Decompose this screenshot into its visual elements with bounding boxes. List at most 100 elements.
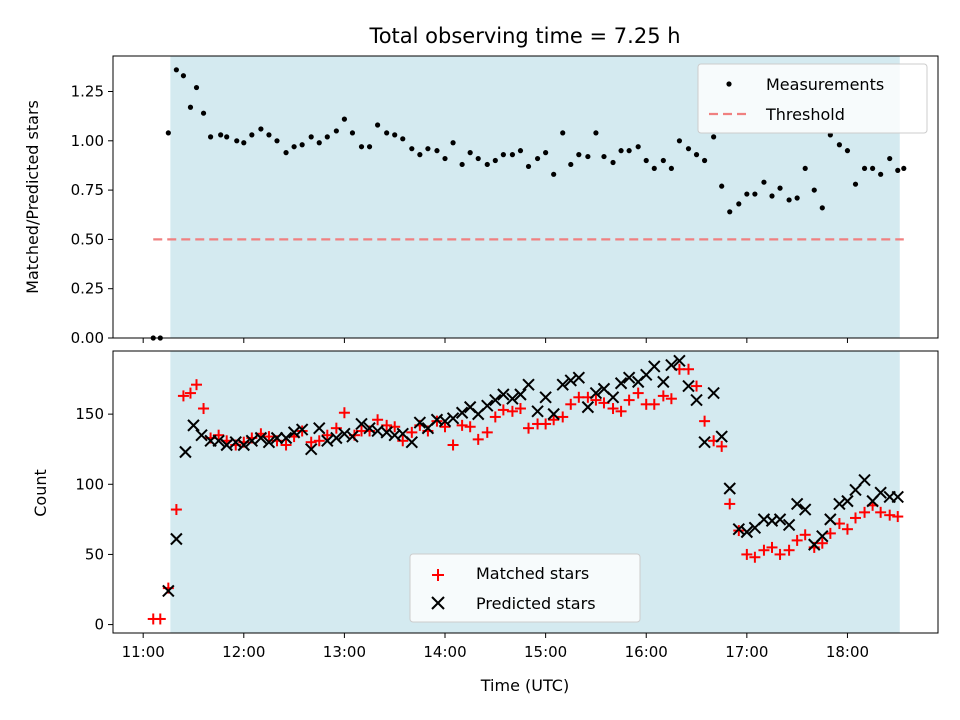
measurement-point bbox=[786, 197, 792, 203]
measurement-point bbox=[610, 159, 616, 166]
predicted-star-point bbox=[497, 388, 510, 401]
predicted-star-point bbox=[740, 525, 754, 539]
legend-measurements-label: Measurements bbox=[766, 75, 884, 94]
matched-star-point bbox=[321, 429, 333, 441]
matched-star-point bbox=[607, 403, 619, 415]
matched-star-point bbox=[191, 379, 203, 391]
matched-star-point bbox=[456, 419, 468, 431]
matched-star-point bbox=[749, 551, 761, 563]
measurement-point bbox=[685, 146, 692, 152]
predicted-star-point bbox=[522, 378, 535, 391]
predicted-star-point bbox=[514, 388, 527, 401]
matched-star-point bbox=[565, 398, 577, 410]
measurement-point bbox=[274, 138, 280, 144]
measurement-point bbox=[525, 163, 532, 170]
predicted-star-point bbox=[874, 486, 887, 499]
measurement-point bbox=[459, 161, 465, 168]
matched-star-point bbox=[758, 544, 770, 556]
matched-star-point bbox=[590, 394, 602, 406]
bottom-panel: 0 50 100 150 11:00 12:00 13:00 14:00 15:00 16:00… bbox=[31, 350, 939, 695]
matched-star-point bbox=[406, 426, 418, 438]
measurement-point bbox=[517, 148, 524, 154]
matched-star-point bbox=[632, 387, 644, 399]
predicted-star-point bbox=[824, 513, 837, 526]
measurement-point bbox=[635, 144, 641, 150]
predicted-star-point bbox=[438, 414, 452, 428]
matched-star-point bbox=[439, 421, 451, 433]
measurement-point bbox=[660, 157, 666, 164]
measurement-point bbox=[701, 157, 708, 164]
matched-star-point bbox=[884, 509, 896, 521]
measurement-point bbox=[475, 155, 481, 162]
measurement-point bbox=[769, 193, 775, 199]
top-y-tick-label: 0.25 bbox=[71, 280, 104, 298]
predicted-star-point bbox=[531, 405, 544, 418]
measurement-point bbox=[802, 165, 808, 172]
measurement-point bbox=[333, 128, 339, 134]
measurement-point bbox=[324, 134, 330, 140]
top-panel: 0.00 0.25 0.50 0.75 1.00 1.25 Total observing… bbox=[23, 24, 939, 347]
x-tick-label: 18:00 bbox=[826, 643, 869, 661]
bottom-y-axis-label: Count bbox=[31, 469, 50, 517]
matched-star-point bbox=[774, 548, 786, 560]
measurement-point bbox=[165, 130, 171, 136]
matched-star-point bbox=[699, 415, 711, 427]
bottom-legend[interactable]: Matched stars Predicted stars bbox=[409, 553, 641, 623]
matched-star-point bbox=[381, 419, 393, 431]
measurement-point bbox=[266, 132, 272, 138]
x-tick-label: 12:00 bbox=[222, 643, 265, 661]
top-legend-box bbox=[697, 63, 928, 134]
matched-star-point bbox=[623, 394, 635, 406]
predicted-star-point bbox=[162, 584, 175, 598]
matched-star-point bbox=[198, 403, 210, 415]
bottom-y-tick-label: 0 bbox=[94, 616, 104, 634]
top-legend[interactable]: Measurements Threshold bbox=[697, 63, 928, 134]
matched-star-point bbox=[875, 506, 887, 518]
predicted-star-point bbox=[665, 358, 678, 372]
matched-star-point bbox=[305, 436, 317, 448]
matched-star-point bbox=[177, 390, 189, 402]
matched-star-point bbox=[841, 523, 853, 535]
measurement-point bbox=[241, 140, 247, 146]
matched-star-point bbox=[154, 613, 166, 625]
predicted-star-point bbox=[833, 497, 846, 511]
measurement-point bbox=[417, 152, 423, 158]
measurement-point bbox=[358, 144, 365, 150]
measurement-point bbox=[249, 132, 255, 138]
measurement-point bbox=[887, 155, 893, 162]
measurement-point bbox=[794, 195, 800, 201]
measurement-point bbox=[442, 155, 448, 162]
matched-star-point bbox=[892, 511, 904, 523]
matched-star-point bbox=[783, 544, 795, 556]
legend-predicted-marker bbox=[431, 596, 445, 610]
measurement-point bbox=[643, 157, 649, 164]
predicted-star-point bbox=[489, 393, 502, 407]
measurement-point bbox=[895, 167, 901, 173]
measurement-point bbox=[234, 138, 240, 144]
predicted-star-point bbox=[363, 421, 376, 435]
x-axis-label: Time (UTC) bbox=[480, 676, 569, 695]
matched-star-point bbox=[557, 411, 569, 423]
matched-star-point bbox=[859, 506, 871, 518]
measurement-point bbox=[585, 153, 591, 160]
matched-star-point bbox=[716, 440, 728, 452]
chart-title: Total observing time = 7.25 h bbox=[368, 24, 680, 48]
matched-star-point bbox=[850, 512, 861, 524]
predicted-star-point bbox=[589, 386, 603, 400]
predicted-star-point bbox=[858, 473, 871, 487]
measurement-point bbox=[193, 84, 200, 91]
measurement-point bbox=[568, 161, 574, 168]
predicted-star-point bbox=[338, 427, 351, 440]
matched-star-point bbox=[598, 397, 610, 409]
predicted-star-point bbox=[170, 532, 183, 546]
bottom-y-tick-label: 100 bbox=[75, 475, 104, 493]
predicted-star-point bbox=[346, 430, 359, 443]
predicted-star-point bbox=[380, 426, 393, 439]
measurement-point bbox=[291, 144, 297, 150]
predicted-star-point bbox=[254, 431, 268, 445]
measurement-point bbox=[509, 152, 516, 158]
matched-star-point bbox=[464, 421, 476, 433]
measurement-point bbox=[299, 142, 305, 148]
matched-star-point bbox=[540, 418, 552, 430]
measurement-point bbox=[618, 148, 624, 154]
